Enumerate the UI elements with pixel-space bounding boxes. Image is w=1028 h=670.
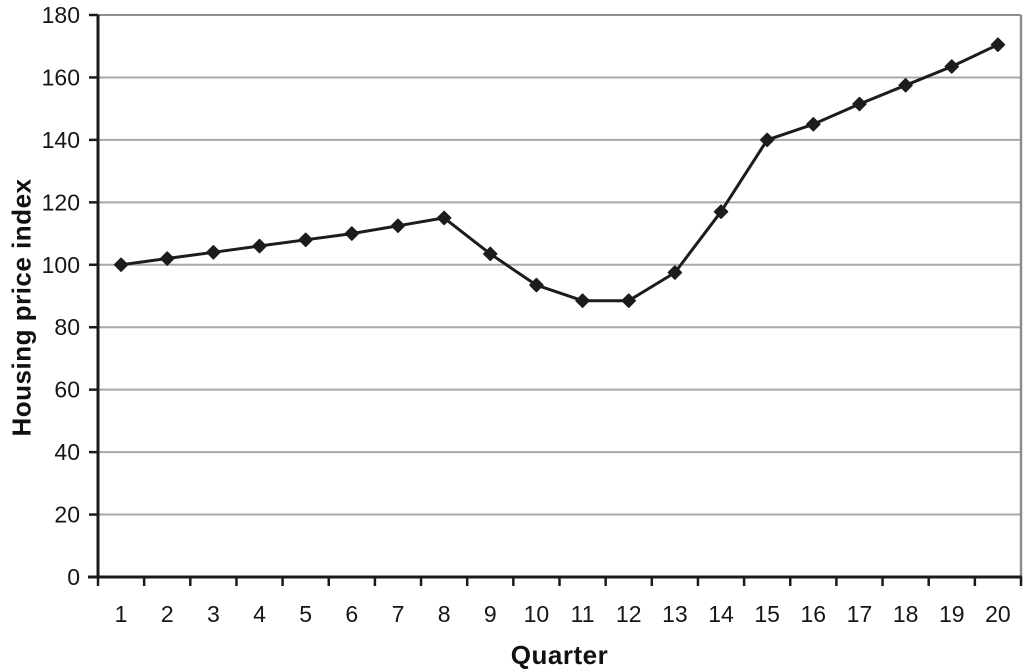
data-point-marker bbox=[667, 265, 683, 280]
x-tick-label: 9 bbox=[484, 601, 497, 627]
y-tick-label: 40 bbox=[54, 439, 80, 465]
x-tick-label: 4 bbox=[253, 601, 266, 627]
data-point-marker bbox=[713, 204, 729, 219]
y-tick-label: 60 bbox=[54, 377, 80, 403]
x-tick-label: 13 bbox=[662, 601, 688, 627]
data-point-marker bbox=[390, 218, 406, 233]
x-tick-label: 20 bbox=[985, 601, 1011, 627]
x-tick-label: 15 bbox=[754, 601, 780, 627]
x-tick-label: 10 bbox=[524, 601, 550, 627]
data-point-marker bbox=[852, 96, 867, 112]
data-point-marker bbox=[252, 238, 267, 254]
y-tick-label: 20 bbox=[54, 502, 80, 528]
y-tick-label: 160 bbox=[42, 64, 80, 90]
x-tick-label: 5 bbox=[299, 601, 312, 627]
data-point-marker bbox=[206, 245, 221, 260]
data-point-marker bbox=[806, 117, 821, 132]
x-tick-label: 6 bbox=[345, 601, 358, 627]
y-tick-label: 0 bbox=[67, 564, 80, 590]
x-tick-label: 14 bbox=[708, 601, 734, 627]
x-tick-label: 18 bbox=[893, 601, 919, 627]
data-point-marker bbox=[944, 59, 960, 74]
data-point-marker bbox=[575, 293, 590, 308]
data-point-marker bbox=[344, 226, 360, 241]
y-tick-label: 140 bbox=[42, 127, 80, 153]
x-tick-label: 2 bbox=[161, 601, 174, 627]
y-tick-label: 180 bbox=[42, 2, 80, 28]
x-tick-label: 19 bbox=[939, 601, 965, 627]
x-tick-label: 12 bbox=[616, 601, 642, 627]
data-point-marker bbox=[436, 210, 452, 226]
data-point-marker bbox=[621, 293, 636, 308]
data-point-marker bbox=[990, 37, 1006, 52]
data-point-marker bbox=[898, 78, 913, 93]
x-tick-label: 11 bbox=[571, 601, 595, 627]
y-tick-label: 100 bbox=[42, 252, 80, 278]
y-tick-label: 80 bbox=[54, 314, 80, 340]
x-tick-label: 7 bbox=[392, 601, 405, 627]
y-axis-title: Housing price index bbox=[6, 178, 37, 437]
x-axis-title: Quarter bbox=[510, 640, 609, 670]
data-line bbox=[119, 43, 1000, 303]
data-point-marker bbox=[298, 232, 313, 248]
y-tick-label: 120 bbox=[42, 189, 80, 215]
data-point-marker bbox=[483, 246, 498, 262]
data-point-marker bbox=[529, 277, 544, 293]
data-point-marker bbox=[759, 132, 775, 148]
x-tick-label: 1 bbox=[115, 601, 128, 627]
x-tick-label: 17 bbox=[847, 601, 873, 627]
x-tick-label: 16 bbox=[801, 601, 827, 627]
data-point-marker bbox=[113, 257, 129, 273]
x-tick-label: 8 bbox=[438, 601, 451, 627]
x-tick-label: 3 bbox=[207, 601, 220, 627]
data-point-marker bbox=[159, 251, 175, 266]
